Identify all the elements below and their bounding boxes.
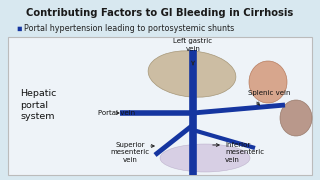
Text: Inferior
mesenteric
vein: Inferior mesenteric vein	[225, 142, 264, 163]
Text: Superior
mesenteric
vein: Superior mesenteric vein	[110, 142, 149, 163]
FancyBboxPatch shape	[8, 37, 312, 175]
Text: Portal vein: Portal vein	[98, 110, 135, 116]
Ellipse shape	[249, 61, 287, 103]
Ellipse shape	[160, 144, 250, 172]
Text: Contributing Factors to GI Bleeding in Cirrhosis: Contributing Factors to GI Bleeding in C…	[26, 8, 294, 18]
Text: Hepatic
portal
system: Hepatic portal system	[20, 89, 56, 121]
Text: Splenic vein: Splenic vein	[248, 90, 291, 96]
Ellipse shape	[280, 100, 312, 136]
Ellipse shape	[148, 51, 236, 97]
Text: Left gastric
vein: Left gastric vein	[173, 39, 212, 52]
Text: ◾: ◾	[16, 24, 22, 33]
Text: Portal hypertension leading to portosystemic shunts: Portal hypertension leading to portosyst…	[24, 24, 234, 33]
